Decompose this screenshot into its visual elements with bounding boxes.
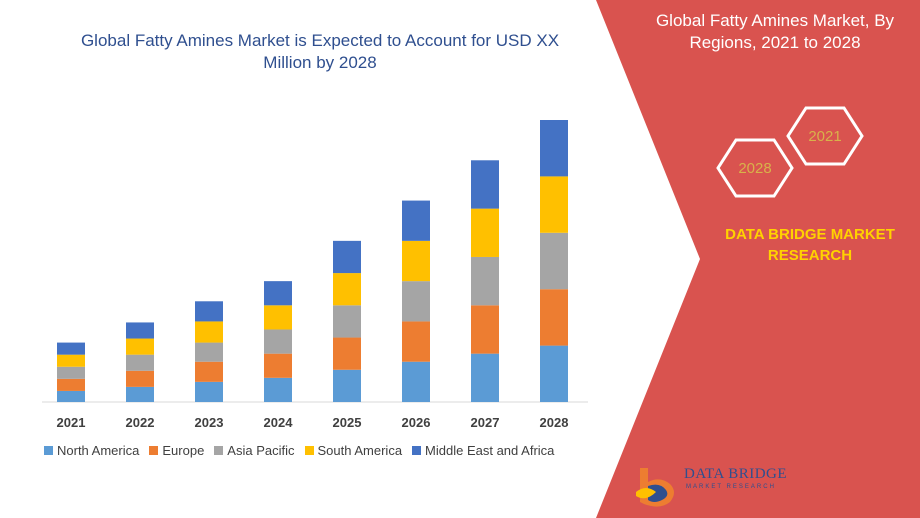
legend: North America Europe Asia Pacific South Ame… — [44, 443, 604, 458]
bar-segment-2028-0 — [540, 345, 568, 402]
chart-title: Global Fatty Amines Market is Expected t… — [80, 31, 560, 72]
x-tick-label: 2027 — [471, 415, 500, 430]
bar-segment-2026-1 — [402, 321, 430, 362]
bar-segment-2025-4 — [333, 240, 361, 274]
bar-segment-2028-2 — [540, 232, 568, 290]
legend-item: South America — [304, 443, 403, 458]
x-tick-label: 2023 — [195, 415, 224, 430]
bar-segment-2025-0 — [333, 369, 361, 402]
bar-segment-2023-2 — [195, 342, 223, 362]
bar-segment-2027-2 — [471, 256, 499, 306]
hexagon-badges: 2021 2028 — [716, 106, 864, 198]
bar-segment-2024-2 — [264, 329, 292, 354]
legend-label: North America — [57, 443, 140, 458]
bar-segment-2027-1 — [471, 305, 499, 354]
bar-segment-2025-2 — [333, 305, 361, 338]
legend-item: Europe — [149, 443, 204, 458]
legend-swatch — [149, 446, 159, 455]
bar-segment-2022-1 — [126, 370, 154, 387]
bar-segment-2021-4 — [57, 342, 85, 355]
bar-segment-2028-1 — [540, 289, 568, 346]
x-tick-label: 2026 — [402, 415, 431, 430]
bar-segment-2025-1 — [333, 337, 361, 370]
stacked-bar-chart: 2021 2022 2023 2024 2025 2026 2027 2028 — [42, 120, 588, 430]
bar-segment-2021-0 — [57, 390, 85, 402]
bar-segment-2021-3 — [57, 354, 85, 367]
x-tick-label: 2025 — [333, 415, 362, 430]
bar-segment-2022-3 — [126, 338, 154, 355]
legend-label: Middle East and Africa — [425, 443, 555, 458]
bar-segment-2021-1 — [57, 378, 85, 391]
bar-segment-2024-0 — [264, 377, 292, 402]
bar-segment-2027-0 — [471, 353, 499, 402]
legend-label: Asia Pacific — [227, 443, 295, 458]
legend-swatch — [304, 446, 314, 455]
bar-segment-2023-4 — [195, 301, 223, 322]
bar-segment-2027-4 — [471, 160, 499, 209]
bar-segment-2021-2 — [57, 366, 85, 379]
bar-segment-2023-1 — [195, 361, 223, 382]
bar-segment-2023-3 — [195, 321, 223, 343]
legend-item: Middle East and Africa — [412, 443, 554, 458]
bar-segment-2022-4 — [126, 322, 154, 339]
bar-segment-2026-3 — [402, 240, 430, 282]
x-tick-label: 2022 — [126, 415, 155, 430]
x-tick-labels: 2021 2022 2023 2024 2025 2026 2027 2028 — [57, 415, 569, 430]
bar-segment-2024-3 — [264, 305, 292, 330]
x-tick-label: 2028 — [540, 415, 569, 430]
bar-segment-2024-4 — [264, 281, 292, 306]
data-bridge-logo-icon — [636, 468, 674, 507]
legend-swatch — [44, 446, 53, 455]
hexagon-2028-icon — [716, 138, 794, 198]
bar-segment-2028-3 — [540, 176, 568, 233]
bar-segment-2028-4 — [540, 120, 568, 177]
logo-name: DATA BRIDGE — [684, 466, 788, 482]
bar-segment-2022-0 — [126, 386, 154, 402]
hexagon-label-2021: 2021 — [808, 128, 841, 145]
bar-segment-2025-3 — [333, 273, 361, 306]
bar-segment-2026-2 — [402, 281, 430, 322]
x-tick-label: 2024 — [264, 415, 294, 430]
legend-item: Asia Pacific — [214, 443, 295, 458]
legend-item: North America — [44, 443, 139, 458]
hexagon-label-2028: 2028 — [738, 160, 771, 177]
bar-segment-2023-0 — [195, 381, 223, 402]
bar-segment-2027-3 — [471, 208, 499, 257]
bar-segment-2022-2 — [126, 354, 154, 371]
panel-title: Global Fatty Amines Market, By Regions, … — [655, 11, 895, 52]
legend-label: Europe — [162, 443, 205, 458]
bar-segment-2026-4 — [402, 200, 430, 241]
logo-tagline: MARKET RESEARCH — [686, 484, 776, 490]
x-tick-label: 2021 — [57, 415, 86, 430]
bar-segment-2024-1 — [264, 353, 292, 378]
legend-swatch — [412, 446, 422, 455]
legend-label: South America — [317, 443, 403, 458]
brand-text: DATA BRIDGE MARKET RESEARCH — [725, 226, 895, 264]
bars-group — [57, 120, 568, 402]
bar-segment-2026-0 — [402, 361, 430, 402]
legend-swatch — [214, 446, 224, 455]
hexagon-2021-icon — [786, 106, 864, 166]
